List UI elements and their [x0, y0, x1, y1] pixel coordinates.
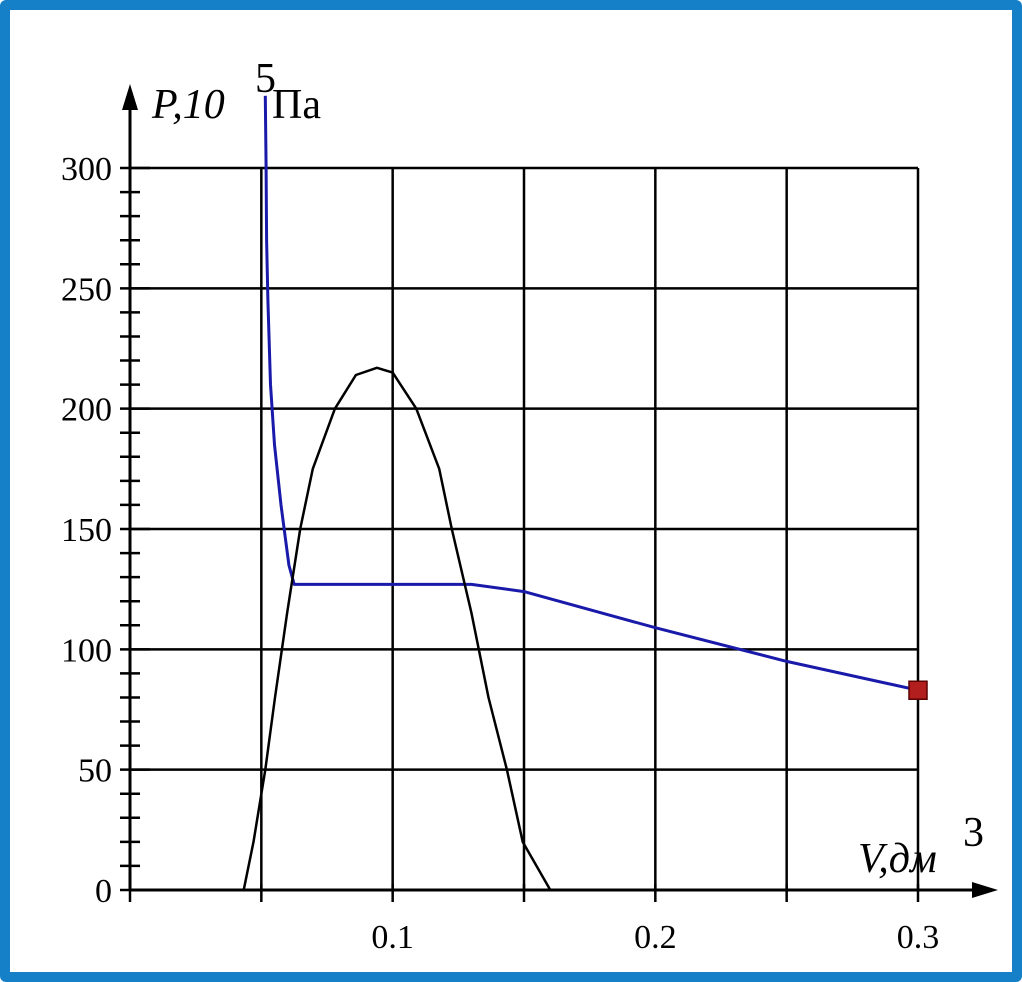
y-tick-label: 50 — [78, 753, 112, 790]
series-line-black — [242, 366, 552, 891]
axes — [122, 84, 998, 898]
y-axis-label-exponent: 5 — [255, 56, 276, 102]
x-axis-label-exponent: 3 — [963, 810, 984, 856]
y-axis-label-unit: Па — [272, 82, 321, 128]
y-tick-label: 100 — [61, 632, 112, 669]
x-tick-label: 0.3 — [897, 919, 940, 956]
y-tick-label: 0 — [95, 873, 112, 910]
tick-marks — [120, 166, 920, 902]
x-axis-arrow — [972, 882, 998, 898]
series-line-blue — [263, 95, 919, 692]
x-axis-label: V,дм — [858, 836, 937, 882]
x-tick-label: 0.1 — [371, 919, 414, 956]
tick-labels: 0 50 100 150 200 250 300 0.1 0.2 0.3 — [61, 151, 939, 956]
y-tick-label: 300 — [61, 151, 112, 188]
pv-chart: 0 50 100 150 200 250 300 0.1 0.2 0.3 P,10 5 Па V,… — [61, 56, 998, 956]
series-end-point — [908, 680, 928, 700]
y-tick-label: 150 — [61, 512, 112, 549]
x-tick-label: 0.2 — [634, 919, 677, 956]
y-tick-label: 250 — [61, 271, 112, 308]
y-axis-arrow — [122, 84, 138, 110]
y-tick-label: 200 — [61, 392, 112, 429]
y-axis-label: P,10 — [151, 82, 225, 128]
series-layer — [242, 95, 928, 891]
grid — [130, 166, 920, 890]
